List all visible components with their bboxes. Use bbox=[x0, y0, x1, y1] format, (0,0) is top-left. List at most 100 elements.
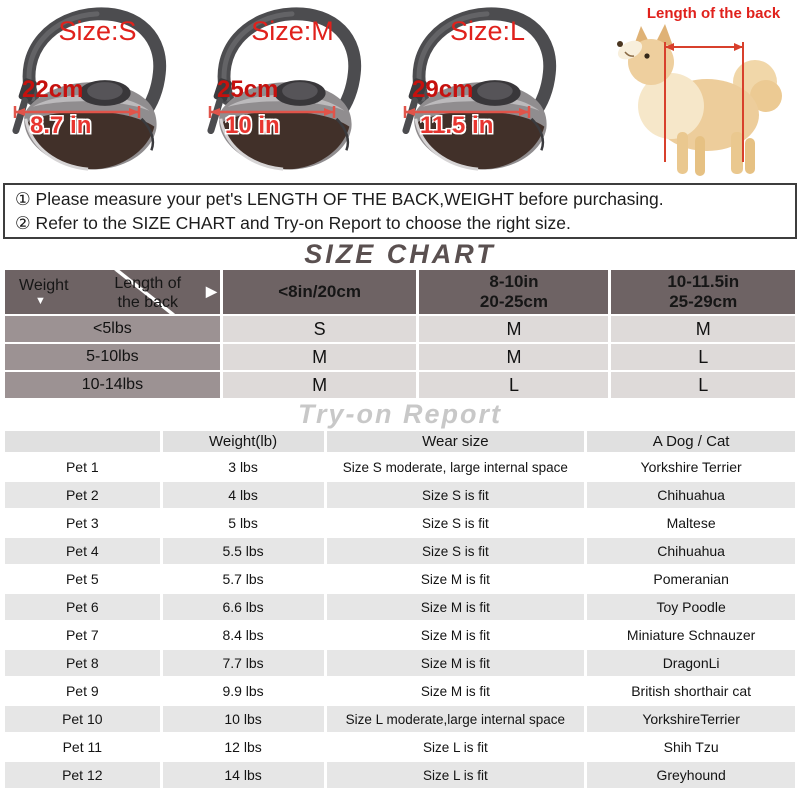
pet-weight-cell: 5 lbs bbox=[162, 510, 324, 536]
wear-size-cell: Size S is fit bbox=[326, 510, 585, 536]
tryon-row: Pet 1 3 lbs Size S moderate, large inter… bbox=[5, 454, 795, 480]
pet-weight-cell: 9.9 lbs bbox=[162, 678, 324, 704]
size-chart-header-row: Weight ▼ Length of the back ▶ <8in/20cm … bbox=[5, 270, 795, 314]
size-m-inch-label: 10 in bbox=[225, 112, 280, 139]
length-axis-label: Length of the back bbox=[114, 275, 182, 312]
tryon-row: Pet 2 4 lbs Size S is fit Chihuahua bbox=[5, 482, 795, 508]
pet-weight-cell: 7.7 lbs bbox=[162, 650, 324, 676]
tryon-row: Pet 8 7.7 lbs Size M is fit DragonLi bbox=[5, 650, 795, 676]
size-chart-table: Weight ▼ Length of the back ▶ <8in/20cm … bbox=[2, 268, 798, 400]
size-chart-row: 5-10lbs M M L bbox=[5, 344, 795, 370]
pet-weight-cell: 14 lbs bbox=[162, 762, 324, 788]
tryon-row: Pet 3 5 lbs Size S is fit Maltese bbox=[5, 510, 795, 536]
pet-weight-cell: 5.5 lbs bbox=[162, 538, 324, 564]
pet-weight-cell: 12 lbs bbox=[162, 734, 324, 760]
pet-name-cell: Pet 5 bbox=[5, 566, 160, 592]
breed-cell: Chihuahua bbox=[587, 482, 795, 508]
pet-weight-cell: 10 lbs bbox=[162, 706, 324, 732]
size-cell: L bbox=[611, 372, 795, 398]
size-s-cm-label: 22cm bbox=[22, 76, 84, 103]
breed-cell: Greyhound bbox=[587, 762, 795, 788]
tryon-row: Pet 9 9.9 lbs Size M is fit British shor… bbox=[5, 678, 795, 704]
wear-size-cell: Size M is fit bbox=[326, 622, 585, 648]
size-chart-row: <5lbs S M M bbox=[5, 316, 795, 342]
length-of-back-label: Length of the back bbox=[646, 5, 781, 22]
size-cell: M bbox=[222, 344, 417, 370]
col-header-under8in: <8in/20cm bbox=[222, 270, 417, 314]
size-cell: M bbox=[419, 316, 609, 342]
size-s-label: Size:S bbox=[58, 16, 137, 46]
size-cell: L bbox=[419, 372, 609, 398]
pet-name-cell: Pet 10 bbox=[5, 706, 160, 732]
tryon-col-header-dogcat: A Dog / Cat bbox=[587, 431, 795, 452]
size-cell: S bbox=[222, 316, 417, 342]
weight-row-label: 10-14lbs bbox=[5, 372, 220, 398]
measure-arrow-icon bbox=[208, 106, 336, 118]
breed-cell: YorkshireTerrier bbox=[587, 706, 795, 732]
wear-size-cell: Size M is fit bbox=[326, 678, 585, 704]
dog-image bbox=[617, 24, 782, 176]
size-cell: M bbox=[222, 372, 417, 398]
bag-size-m: Size:M 25cm 10 in bbox=[195, 0, 390, 182]
dog-measure-guide: Length of the back bbox=[585, 0, 800, 182]
pet-name-cell: Pet 6 bbox=[5, 594, 160, 620]
pet-weight-cell: 5.7 lbs bbox=[162, 566, 324, 592]
pet-name-cell: Pet 4 bbox=[5, 538, 160, 564]
size-chart-title: SIZE CHART bbox=[304, 239, 496, 269]
breed-cell: Yorkshire Terrier bbox=[587, 454, 795, 480]
size-cell: M bbox=[611, 316, 795, 342]
wear-size-cell: Size M is fit bbox=[326, 650, 585, 676]
wear-size-cell: Size S moderate, large internal space bbox=[326, 454, 585, 480]
pet-name-cell: Pet 2 bbox=[5, 482, 160, 508]
tryon-col-header-blank bbox=[5, 431, 160, 452]
pet-weight-cell: 3 lbs bbox=[162, 454, 324, 480]
right-arrow-icon: ▶ bbox=[205, 283, 217, 299]
breed-cell: Miniature Schnauzer bbox=[587, 622, 795, 648]
measure-arrow-icon bbox=[403, 106, 531, 118]
wear-size-cell: Size L is fit bbox=[326, 734, 585, 760]
size-m-label: Size:M bbox=[251, 16, 334, 46]
tryon-row: Pet 10 10 lbs Size L moderate,large inte… bbox=[5, 706, 795, 732]
down-arrow-icon: ▼ bbox=[35, 295, 46, 307]
size-chart-row: 10-14lbs M L L bbox=[5, 372, 795, 398]
size-s-inch-label: 8.7 in bbox=[30, 112, 92, 139]
product-strip: Size:S 22cm 8.7 in Size:M 25cm 10 bbox=[0, 0, 800, 182]
weight-row-label: <5lbs bbox=[5, 316, 220, 342]
breed-cell: Shih Tzu bbox=[587, 734, 795, 760]
wear-size-cell: Size M is fit bbox=[326, 594, 585, 620]
breed-cell: Chihuahua bbox=[587, 538, 795, 564]
tryon-table: Weight(lb) Wear size A Dog / Cat Pet 1 3… bbox=[2, 429, 798, 790]
breed-cell: British shorthair cat bbox=[587, 678, 795, 704]
wear-size-cell: Size L moderate,large internal space bbox=[326, 706, 585, 732]
tryon-row: Pet 12 14 lbs Size L is fit Greyhound bbox=[5, 762, 795, 788]
pet-name-cell: Pet 1 bbox=[5, 454, 160, 480]
diagonal-divider bbox=[114, 270, 176, 314]
tryon-col-header-wearsize: Wear size bbox=[326, 431, 585, 452]
wear-size-cell: Size S is fit bbox=[326, 538, 585, 564]
breed-cell: DragonLi bbox=[587, 650, 795, 676]
tryon-title: Try-on Report bbox=[297, 399, 502, 429]
measure-arrow-icon bbox=[13, 106, 141, 118]
size-cell: M bbox=[419, 344, 609, 370]
pet-weight-cell: 6.6 lbs bbox=[162, 594, 324, 620]
breed-cell: Maltese bbox=[587, 510, 795, 536]
size-m-cm-label: 25cm bbox=[217, 76, 279, 103]
tryon-col-header-weight: Weight(lb) bbox=[162, 431, 324, 452]
notice-line-1: ① Please measure your pet's LENGTH OF TH… bbox=[15, 189, 664, 209]
weight-axis-label: Weight bbox=[19, 277, 69, 294]
corner-header-cell: Weight ▼ Length of the back ▶ bbox=[5, 270, 220, 314]
size-l-cm-label: 29cm bbox=[412, 76, 474, 103]
tryon-row: Pet 6 6.6 lbs Size M is fit Toy Poodle bbox=[5, 594, 795, 620]
notice-box: ① Please measure your pet's LENGTH OF TH… bbox=[3, 183, 797, 239]
breed-cell: Toy Poodle bbox=[587, 594, 795, 620]
notice-line-2: ② Refer to the SIZE CHART and Try-on Rep… bbox=[15, 213, 571, 233]
size-l-inch-label: 11.5 in bbox=[420, 112, 494, 139]
bag-size-s: Size:S 22cm 8.7 in bbox=[0, 0, 195, 182]
wear-size-cell: Size M is fit bbox=[326, 566, 585, 592]
size-cell: L bbox=[611, 344, 795, 370]
size-l-label: Size:L bbox=[449, 16, 526, 46]
pet-name-cell: Pet 8 bbox=[5, 650, 160, 676]
col-header-8-10in: 8-10in 20-25cm bbox=[419, 270, 609, 314]
col-header-10-11in: 10-11.5in 25-29cm bbox=[611, 270, 795, 314]
